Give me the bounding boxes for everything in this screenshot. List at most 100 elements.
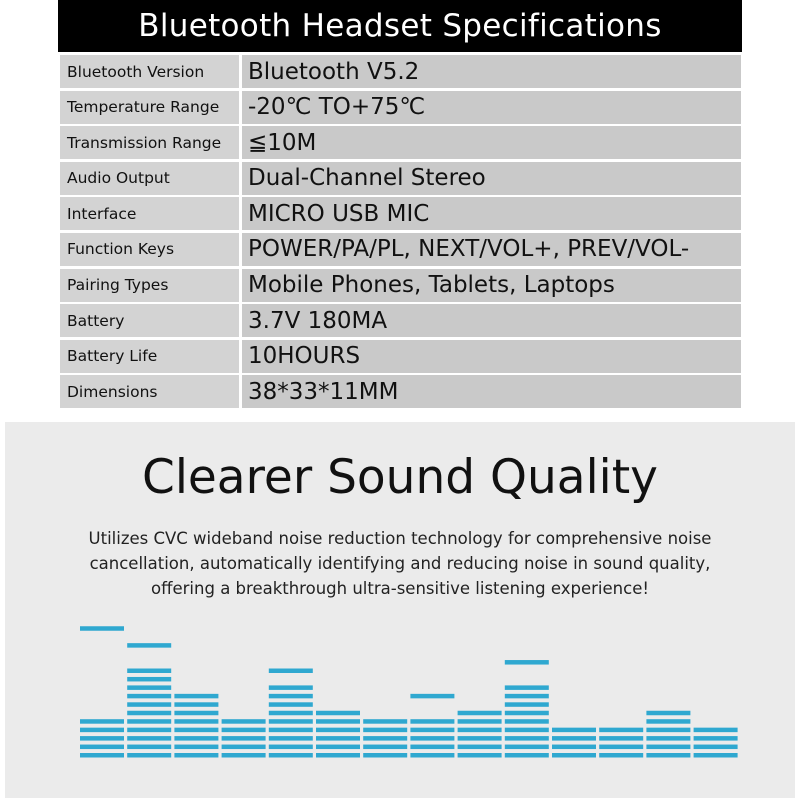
equalizer-bar	[363, 753, 408, 758]
equalizer-bar	[316, 727, 360, 733]
equalizer-peak	[127, 643, 172, 648]
equalizer-bar	[457, 710, 502, 716]
sound-quality-description: Utilizes CVC wideband noise reduction te…	[5, 526, 795, 601]
spec-row: Battery 3.7V 180MA	[60, 304, 741, 338]
equalizer-bar	[457, 736, 502, 741]
equalizer-bar	[363, 727, 408, 733]
equalizer-bar	[693, 744, 738, 750]
page-title: Bluetooth Headset Specifications	[58, 0, 742, 52]
equalizer-peak	[410, 693, 455, 699]
equalizer-bar	[504, 727, 549, 733]
equalizer-bar	[127, 676, 172, 682]
sound-quality-panel: Clearer Sound Quality Utilizes CVC wideb…	[5, 422, 795, 798]
equalizer-bar	[457, 727, 502, 733]
equalizer-bar	[127, 753, 172, 758]
equalizer-bar	[504, 719, 549, 724]
equalizer-bar	[552, 736, 596, 741]
equalizer-bar	[127, 736, 172, 741]
equalizer-bar	[599, 727, 644, 733]
spec-label: Battery Life	[60, 339, 239, 373]
description-line: offering a breakthrough ultra-sensitive …	[151, 579, 649, 598]
equalizer-bar	[80, 744, 124, 750]
equalizer-bar	[127, 702, 172, 707]
equalizer-bar	[127, 744, 172, 750]
equalizer-bar	[316, 719, 360, 724]
spec-row: Dimensions 38*33*11MM	[60, 375, 741, 409]
equalizer-bar	[410, 719, 455, 724]
equalizer-bar	[80, 736, 124, 741]
spec-label: Pairing Types	[60, 268, 239, 302]
equalizer-bar	[174, 693, 219, 699]
spec-value: Mobile Phones, Tablets, Laptops	[242, 268, 741, 302]
equalizer-bar	[127, 693, 172, 699]
equalizer-bar	[646, 710, 691, 716]
equalizer-bar	[221, 727, 266, 733]
equalizer-bar	[316, 744, 360, 750]
description-line: Utilizes CVC wideband noise reduction te…	[88, 529, 712, 548]
equalizer-bar	[174, 736, 219, 741]
spec-value: 3.7V 180MA	[242, 304, 741, 338]
equalizer-bar	[127, 710, 172, 716]
spec-value: -20℃ TO+75℃	[242, 90, 741, 124]
equalizer-bar	[127, 719, 172, 724]
equalizer-bar	[127, 727, 172, 733]
equalizer-bar	[316, 710, 360, 716]
equalizer-bar	[693, 753, 738, 758]
spec-row: Temperature Range -20℃ TO+75℃	[60, 90, 741, 124]
equalizer-bar	[457, 744, 502, 750]
spec-value: POWER/PA/PL, NEXT/VOL+, PREV/VOL-	[242, 232, 741, 266]
equalizer-bar	[80, 753, 124, 758]
equalizer-bar	[363, 744, 408, 750]
equalizer-bar	[410, 753, 455, 758]
equalizer-bar	[268, 727, 313, 733]
spec-label: Function Keys	[60, 232, 239, 266]
spec-table: Bluetooth Version Bluetooth V5.2 Temperatu…	[60, 55, 741, 411]
equalizer-bar	[646, 753, 691, 758]
equalizer-bar	[80, 719, 124, 724]
spec-value: Dual-Channel Stereo	[242, 161, 741, 195]
equalizer-bar	[410, 736, 455, 741]
equalizer-bar	[457, 719, 502, 724]
equalizer-peak	[80, 626, 124, 631]
equalizer-bar	[174, 719, 219, 724]
equalizer-bar	[268, 719, 313, 724]
equalizer-bar	[174, 744, 219, 750]
equalizer-bar	[646, 736, 691, 741]
equalizer-bar	[457, 753, 502, 758]
spec-label: Temperature Range	[60, 90, 239, 124]
equalizer-bar	[221, 719, 266, 724]
equalizer-bar	[693, 736, 738, 741]
equalizer-bar	[221, 753, 266, 758]
equalizer-bar	[316, 736, 360, 741]
equalizer-bar	[127, 685, 172, 690]
equalizer-bar	[174, 727, 219, 733]
spec-value: 10HOURS	[242, 339, 741, 373]
equalizer-bar	[504, 744, 549, 750]
spec-value: Bluetooth V5.2	[242, 55, 741, 88]
equalizer-bar	[504, 710, 549, 716]
equalizer-bar	[552, 727, 596, 733]
equalizer-bar	[174, 702, 219, 707]
spec-row: Audio Output Dual-Channel Stereo	[60, 161, 741, 195]
equalizer-bar	[127, 668, 172, 673]
spec-row: Function Keys POWER/PA/PL, NEXT/VOL+, PRE…	[60, 232, 741, 266]
equalizer-bar	[174, 710, 219, 716]
spec-row: Pairing Types Mobile Phones, Tablets, Lap…	[60, 268, 741, 302]
equalizer-bar	[599, 753, 644, 758]
equalizer-bar	[504, 685, 549, 690]
equalizer-bar	[221, 744, 266, 750]
spec-label: Transmission Range	[60, 126, 239, 160]
equalizer-bar	[504, 702, 549, 707]
equalizer-peak	[504, 660, 549, 665]
equalizer-bar	[646, 727, 691, 733]
spec-value: ≦10M	[242, 126, 741, 160]
equalizer-bar	[268, 744, 313, 750]
sound-quality-heading: Clearer Sound Quality	[142, 450, 658, 505]
equalizer-bar	[174, 753, 219, 758]
spec-row: Interface MICRO USB MIC	[60, 197, 741, 231]
spec-value: MICRO USB MIC	[242, 197, 741, 231]
spec-row: Battery Life 10HOURS	[60, 339, 741, 373]
spec-label: Audio Output	[60, 161, 239, 195]
equalizer-bar	[504, 693, 549, 699]
